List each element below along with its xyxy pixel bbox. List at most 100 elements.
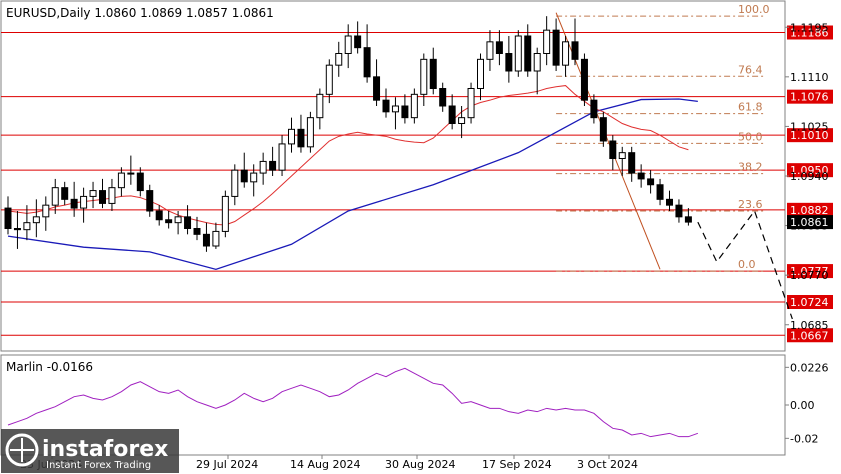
candle xyxy=(647,170,655,194)
candle-body xyxy=(410,93,418,119)
candle xyxy=(675,199,683,223)
candle-body xyxy=(51,187,59,206)
candle xyxy=(382,88,390,118)
level-price-tag xyxy=(787,202,833,217)
candle-body xyxy=(325,64,333,95)
candle-body xyxy=(656,184,664,200)
fib-level-label: 23.6 xyxy=(738,198,763,211)
candle xyxy=(174,211,182,235)
candle xyxy=(13,211,21,249)
candle-body xyxy=(250,172,258,183)
candle-body xyxy=(684,216,692,223)
candle-body xyxy=(240,169,248,183)
candle xyxy=(373,59,381,106)
level-price-label: 1.0950 xyxy=(790,164,829,177)
candle xyxy=(599,111,607,147)
candle-body xyxy=(467,88,475,119)
time-tick-label: 14 Aug 2024 xyxy=(290,458,360,471)
candle-body xyxy=(184,216,192,229)
candle-body xyxy=(89,190,97,197)
candle xyxy=(571,18,579,66)
candle xyxy=(278,135,286,176)
level-price-label: 1.1076 xyxy=(790,91,829,104)
candle xyxy=(155,205,163,226)
candle xyxy=(288,117,295,153)
candle xyxy=(108,178,116,211)
candle-body xyxy=(80,195,88,209)
candle-body xyxy=(32,216,40,224)
candle-body xyxy=(269,160,277,171)
candle-body xyxy=(618,152,626,160)
candle xyxy=(684,208,692,226)
indicator-tick-label: 0.00 xyxy=(790,399,815,412)
candle xyxy=(193,216,201,241)
candle-body xyxy=(108,187,116,204)
candle-body xyxy=(202,233,210,247)
candle-body xyxy=(61,187,69,200)
candle-body xyxy=(221,195,229,232)
current-price-tag xyxy=(787,215,833,230)
candle-body xyxy=(562,41,570,66)
candle-body xyxy=(420,58,428,95)
candle-body xyxy=(458,117,466,124)
candle xyxy=(202,222,210,252)
candle xyxy=(23,205,31,241)
candle-body xyxy=(391,105,399,113)
candle xyxy=(99,178,106,209)
candle-body xyxy=(136,172,144,192)
fib-level-label: 61.8 xyxy=(738,101,763,114)
level-price-label: 1.0777 xyxy=(790,265,829,278)
candle xyxy=(335,41,343,77)
candle-body xyxy=(401,105,409,119)
candle-body xyxy=(99,190,106,204)
candle-body xyxy=(477,58,484,89)
candle-body xyxy=(580,58,588,101)
candle-body xyxy=(212,230,220,247)
candle xyxy=(325,59,333,104)
candle xyxy=(306,111,314,153)
candle xyxy=(590,94,598,124)
candle-body xyxy=(4,207,12,229)
candle xyxy=(80,187,88,223)
candle-body xyxy=(675,204,683,218)
level-price-tag xyxy=(787,128,833,143)
candle xyxy=(240,152,248,188)
candle-body xyxy=(571,41,579,60)
level-price-label: 1.0724 xyxy=(790,296,829,309)
candle-body xyxy=(505,53,513,72)
candle xyxy=(656,178,664,206)
candle xyxy=(448,94,456,130)
candle xyxy=(344,24,352,69)
indicator-tick-label: -0.02 xyxy=(790,432,818,445)
candle xyxy=(637,164,645,188)
candle xyxy=(458,106,466,139)
candle xyxy=(495,30,503,66)
watermark-tagline: Instant Forex Trading xyxy=(46,460,151,471)
time-tick-label: 3 Oct 2024 xyxy=(577,458,638,471)
candle-body xyxy=(344,35,352,54)
candle xyxy=(269,146,277,176)
time-tick-label: 30 Aug 2024 xyxy=(385,458,455,471)
candle-body xyxy=(543,29,551,54)
candle-body xyxy=(647,178,655,186)
candle xyxy=(543,16,551,66)
candle-body xyxy=(354,35,362,49)
chart-header: EURUSD,Daily 1.0860 1.0869 1.0857 1.0861 xyxy=(6,6,274,20)
candle-body xyxy=(382,99,390,113)
candle-body xyxy=(165,219,173,224)
level-price-label: 1.0882 xyxy=(790,204,829,217)
candle-body xyxy=(495,41,503,54)
candle xyxy=(420,53,428,106)
candle xyxy=(618,146,626,176)
candle-body xyxy=(306,117,314,148)
candle xyxy=(32,199,40,238)
candle-body xyxy=(288,128,295,145)
candle xyxy=(89,181,97,209)
candle-body xyxy=(174,216,182,224)
candle xyxy=(117,167,125,197)
candle xyxy=(4,196,12,235)
watermark-icon xyxy=(5,433,39,467)
candle xyxy=(486,30,494,71)
